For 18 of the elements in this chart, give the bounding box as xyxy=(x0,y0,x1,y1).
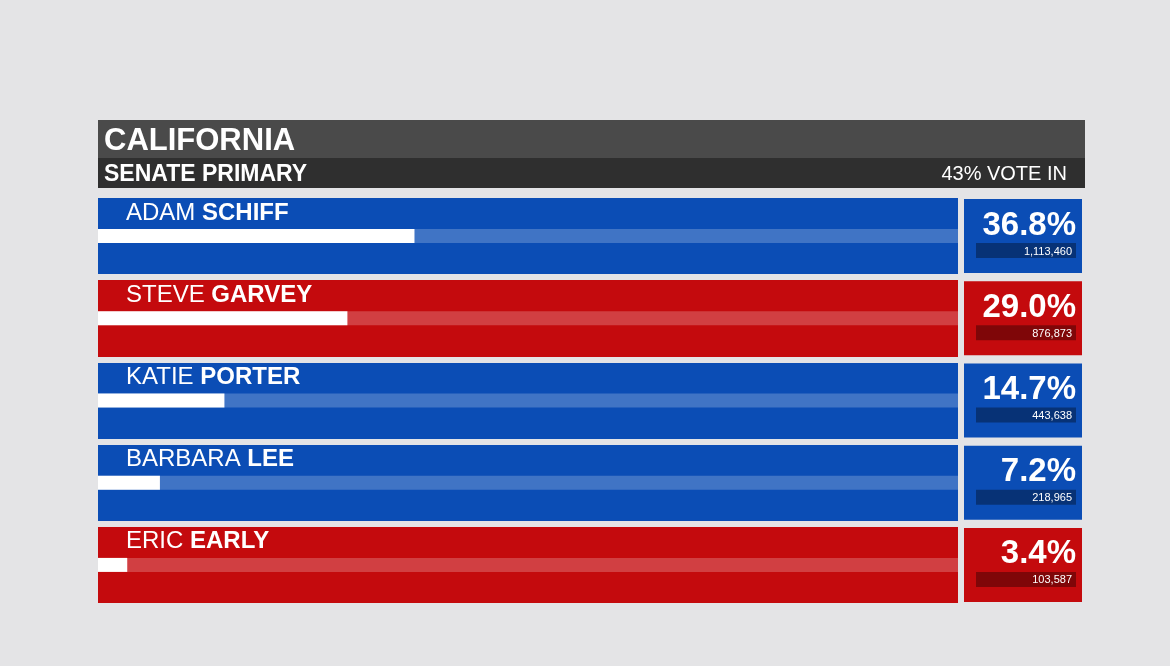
chart-subtitle: SENATE PRIMARY xyxy=(104,159,308,188)
y-tick-label: ERIC EARLY xyxy=(126,526,270,554)
y-tick-label: KATIE PORTER xyxy=(126,362,301,389)
data-label: 7.2% xyxy=(1000,451,1076,489)
data-label: 36.8% xyxy=(982,204,1076,242)
y-tick-label: BARBARA LEE xyxy=(126,444,295,472)
text: 218,965 xyxy=(1032,491,1072,504)
chart-title: CALIFORNIA xyxy=(98,120,1085,158)
data-label: 29.0% xyxy=(982,286,1076,324)
text: 876,873 xyxy=(1032,326,1072,339)
text: 103,587 xyxy=(1032,573,1072,586)
text: 443,638 xyxy=(1032,409,1072,421)
y-tick-label: ADAM SCHIFF xyxy=(126,197,289,225)
text: 43% VOTE IN xyxy=(941,161,1067,186)
data-label: 3.4% xyxy=(1000,533,1076,571)
y-tick-label: STEVE GARVEY xyxy=(126,279,313,307)
text: 1,113,460 xyxy=(1023,244,1072,257)
data-label: 14.7% xyxy=(982,369,1076,406)
